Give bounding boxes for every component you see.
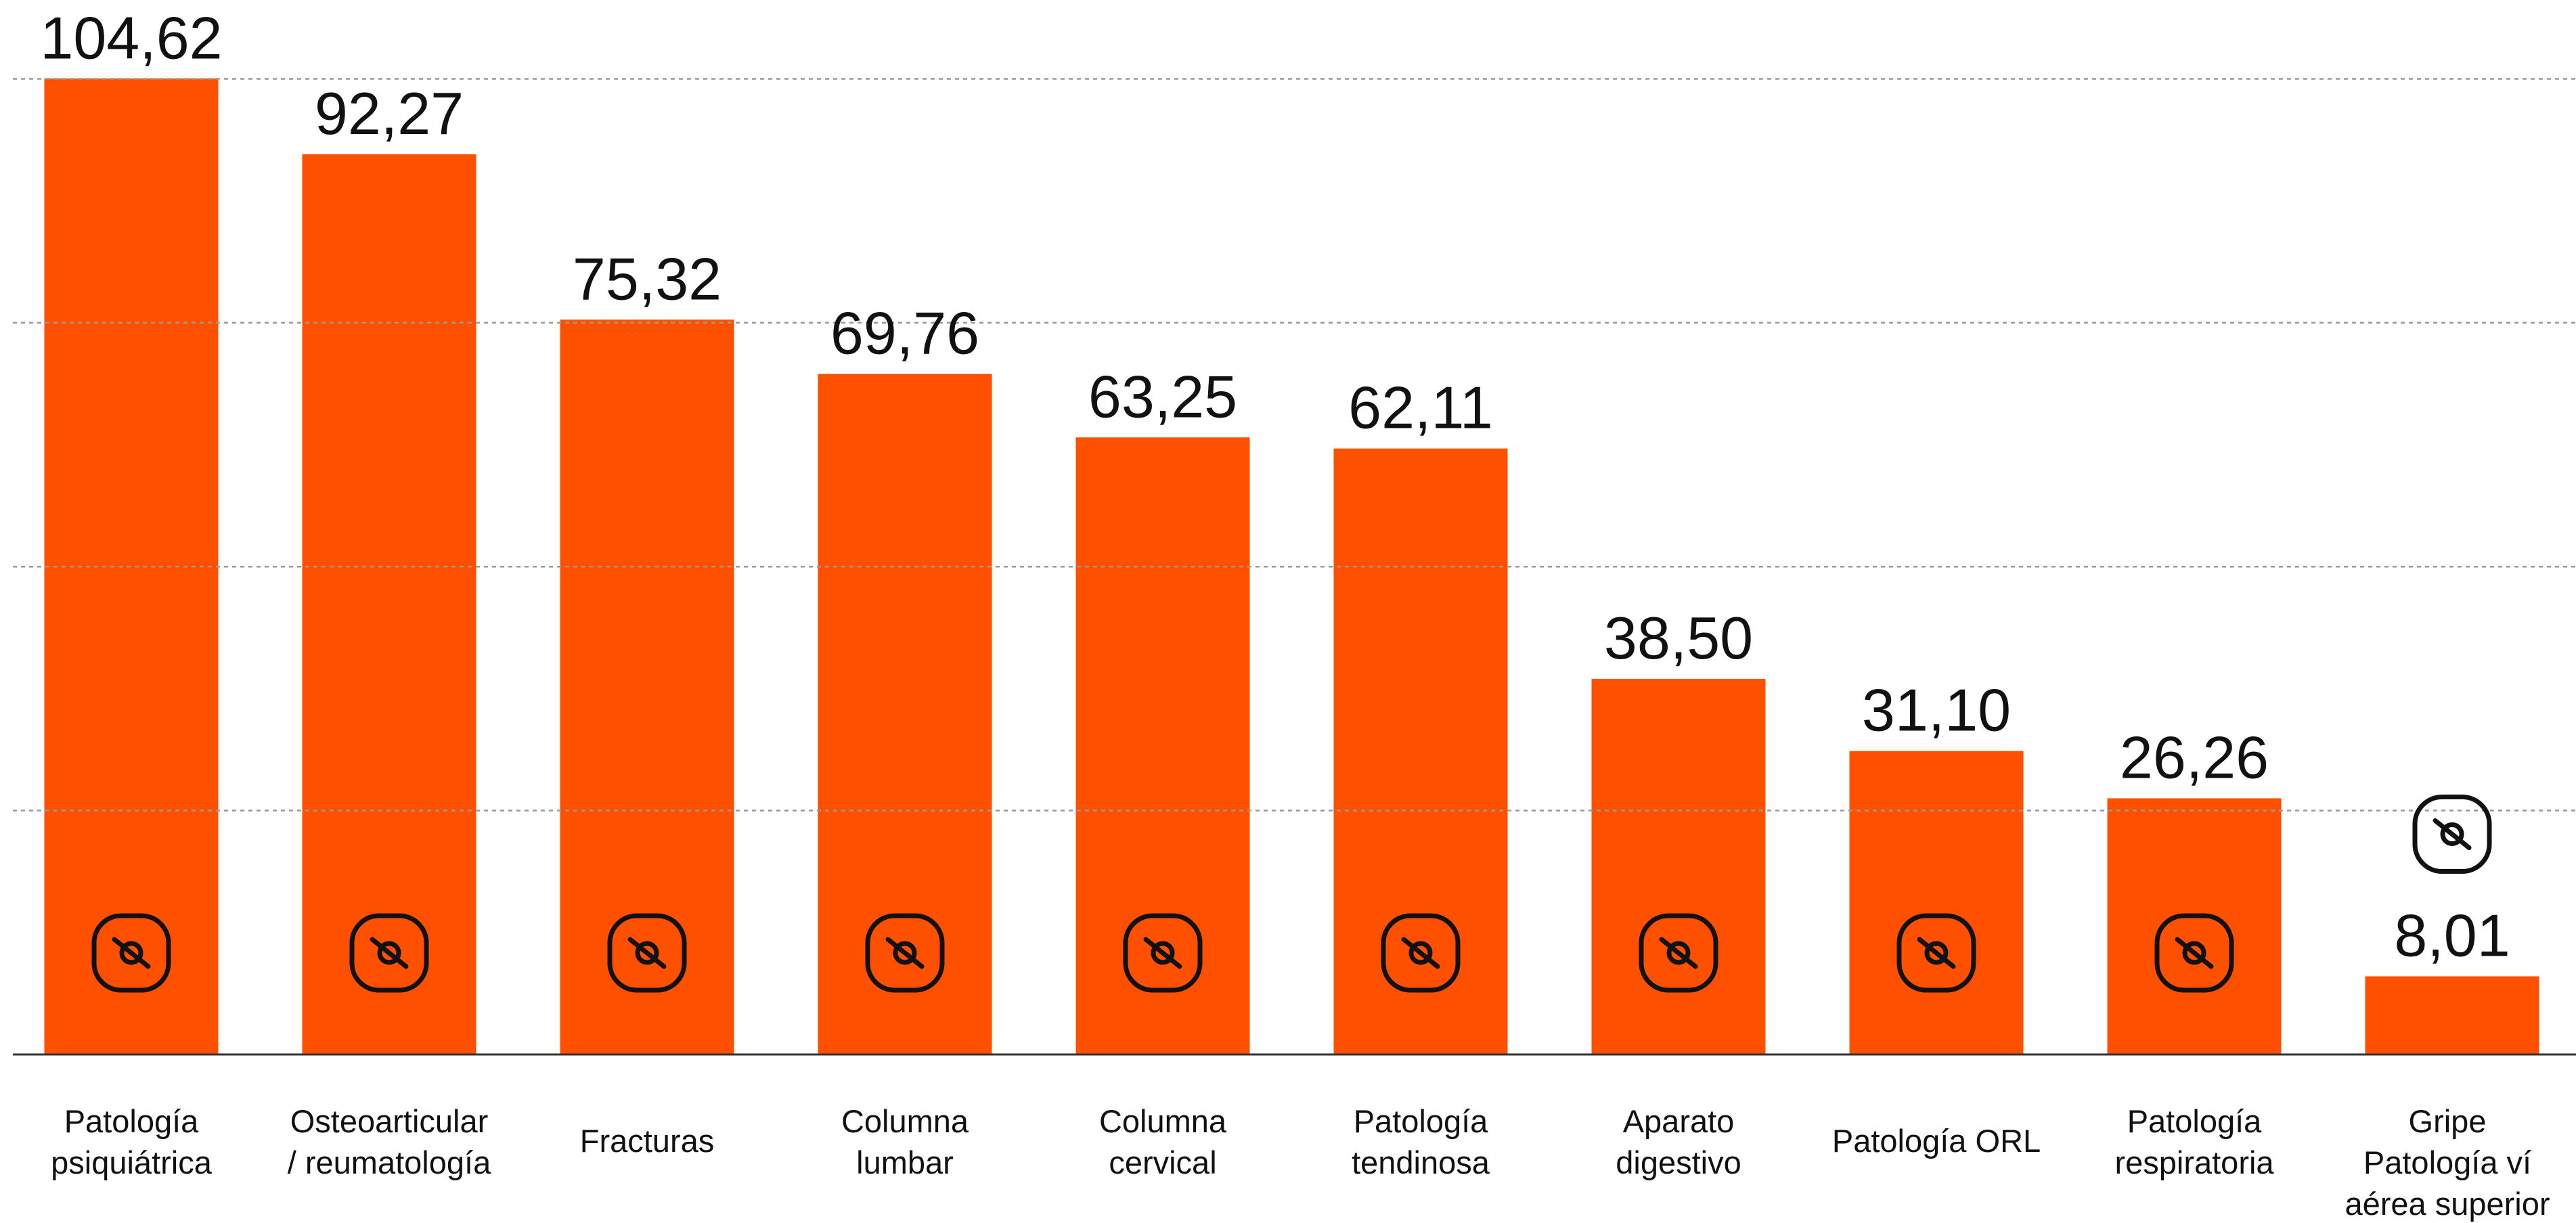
icon-shape [635, 941, 659, 965]
icon-shape [377, 941, 401, 965]
icon-shape [1896, 913, 1976, 993]
x-tick-label: Gripe Patología ví aérea superior [2345, 1103, 2550, 1222]
icon-shape [2182, 941, 2206, 965]
icon [1381, 913, 1461, 993]
bar [818, 374, 992, 1054]
icon-shape [2412, 795, 2492, 874]
x-tick-label: Osteoarticular / reumatología [287, 1103, 491, 1180]
icon [2154, 913, 2234, 993]
icon-shape [1659, 937, 1698, 969]
bar [44, 79, 219, 1054]
icon [349, 913, 429, 993]
value-label: 92,27 [315, 80, 464, 147]
icon [865, 913, 945, 993]
icon-shape [349, 913, 429, 993]
icon-shape [112, 937, 151, 969]
bar [1591, 679, 1766, 1054]
icon [607, 913, 687, 993]
icon-shape [2154, 913, 2234, 993]
x-tick-label: Fracturas [579, 1123, 715, 1159]
icon-shape [1381, 913, 1461, 993]
x-tick-label: Patología psiquiátrica [51, 1103, 212, 1180]
icon-shape [370, 937, 409, 969]
icon-shape [1408, 941, 1433, 965]
x-tick-label: Columna lumbar [841, 1103, 969, 1180]
icon-shape [1401, 937, 1440, 969]
bar [2107, 798, 2282, 1054]
x-tick-label: Aparato digestivo [1616, 1103, 1741, 1180]
icon-shape [1123, 913, 1203, 993]
icon-shape [1639, 913, 1718, 993]
value-label: 8,01 [2394, 902, 2510, 969]
icon-shape [2433, 818, 2472, 851]
icon-shape [1917, 937, 1956, 969]
plot-area [44, 79, 2539, 1054]
icon-shape [865, 913, 945, 993]
icon [91, 913, 171, 993]
value-label: 62,11 [1348, 374, 1493, 441]
bar [560, 319, 734, 1054]
x-tick-label: Patología respiratoria [2114, 1103, 2274, 1180]
x-tick-label: Patología ORL [1831, 1123, 2041, 1159]
icon-shape [1666, 941, 1691, 965]
icon-shape [893, 941, 917, 965]
value-label: 63,25 [1088, 363, 1237, 430]
icon-shape [627, 937, 667, 969]
icon [1123, 913, 1203, 993]
value-label: 104,62 [40, 5, 222, 72]
icon-shape [91, 913, 171, 993]
icon-shape [1151, 941, 1175, 965]
value-label: 69,76 [830, 299, 979, 366]
icon [1639, 913, 1718, 993]
icon-shape [1143, 937, 1182, 969]
x-tick-label: Columna cervical [1098, 1103, 1227, 1180]
icon [1896, 913, 1976, 993]
value-label: 26,26 [2120, 724, 2269, 791]
icon-shape [1924, 941, 1949, 965]
value-label: 31,10 [1862, 677, 2011, 744]
bar [302, 154, 476, 1054]
value-label: 38,50 [1604, 604, 1753, 671]
x-tick-label: Patología tendinosa [1352, 1103, 1490, 1180]
icon-shape [119, 941, 143, 965]
icon-shape [885, 937, 925, 969]
bar [1849, 751, 2024, 1054]
icon-shape [2175, 937, 2214, 969]
bar [2365, 976, 2539, 1054]
value-label: 75,32 [573, 245, 721, 312]
icon-shape [2440, 822, 2464, 847]
icon [2412, 795, 2492, 874]
icon-shape [607, 913, 687, 993]
